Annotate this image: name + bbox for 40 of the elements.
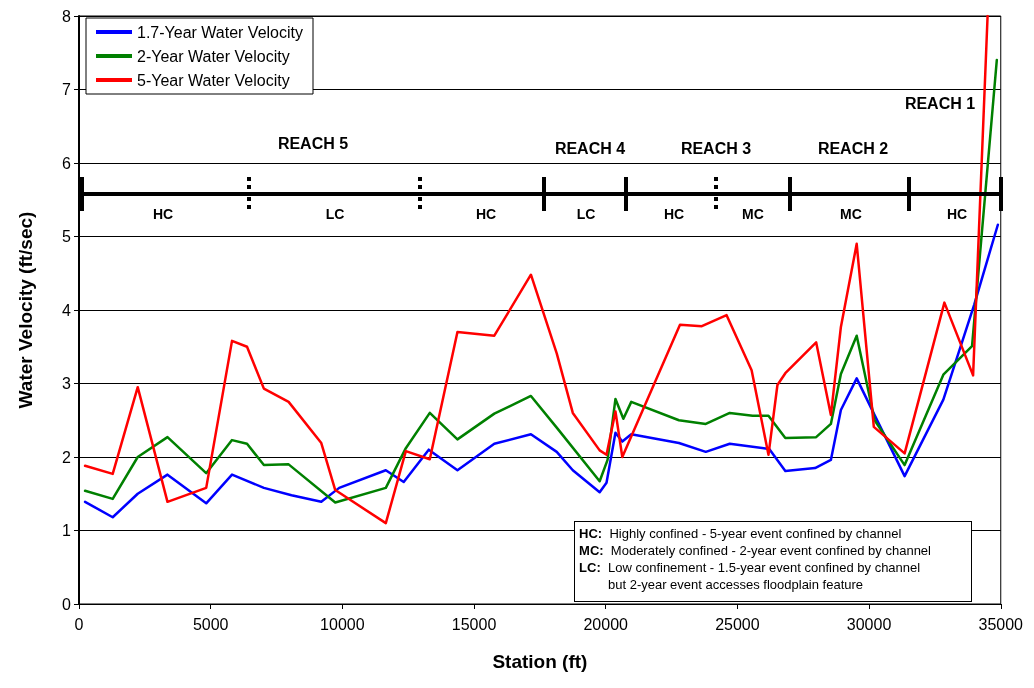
- annotation: HC: [663, 205, 685, 222]
- legend-label: 1.7-Year Water Velocity: [137, 23, 304, 41]
- annotation: HC: [475, 205, 497, 222]
- y-tick-label: 3: [62, 375, 72, 392]
- y-tick-label: 2: [62, 448, 72, 466]
- x-tick-label: 0: [74, 615, 84, 633]
- y-tick-label: 4: [62, 301, 72, 319]
- annotation: LC: [325, 205, 345, 222]
- annotation: HC: [946, 205, 968, 222]
- annotation: REACH 5: [277, 135, 349, 153]
- annotation: HC: [152, 205, 174, 222]
- x-axis-title: Station (ft): [492, 651, 588, 672]
- annotation: LC: Low confinement - 1.5-year event confined by channel but 2-year event accesses floodplain feature: [579, 559, 922, 593]
- annotation: MC: [840, 205, 862, 222]
- x-tick-label: 25000: [715, 615, 760, 633]
- annotation: MC: Moderately confined - 2-year event confined by channel: [579, 542, 931, 559]
- legend-label: 5-Year Water Velocity: [137, 71, 290, 89]
- annotation: HC: Highly confined - 5-year event confined by channel: [579, 525, 903, 542]
- y-axis-title: Water Velocity (ft/sec): [15, 211, 36, 409]
- x-tick-label: 35000: [978, 615, 1024, 633]
- y-tick-label: 6: [62, 154, 72, 172]
- x-tick-label: 30000: [846, 615, 892, 633]
- x-tick-label: 5000: [192, 615, 229, 633]
- annotation: REACH 1: [904, 95, 976, 113]
- y-tick-label: 0: [62, 595, 72, 613]
- annotation: REACH 3: [680, 140, 752, 158]
- annotation: REACH 4: [554, 140, 626, 158]
- legend-label: 2-Year Water Velocity: [137, 47, 290, 65]
- y-tick-label: 5: [62, 228, 72, 245]
- x-tick-label: 20000: [583, 615, 629, 633]
- x-tick-label: 10000: [320, 615, 365, 633]
- key-box: HC: Highly confined - 5-year event confined by channel MC: Moderately confined - 2-year event confined by channel LC: Low confinement - 1.5-year event confined by channel but 2-year event accesses floodplain feature: [574, 521, 972, 602]
- annotation: MC: [742, 205, 764, 222]
- y-tick-label: 7: [62, 81, 72, 98]
- annotation: LC: [576, 205, 596, 222]
- x-tick-label: 15000: [451, 615, 497, 633]
- annotation: REACH 2: [817, 140, 889, 158]
- line-series: [83, 223, 1000, 519]
- y-tick-label: 1: [62, 522, 72, 539]
- y-tick-label: 8: [62, 7, 72, 25]
